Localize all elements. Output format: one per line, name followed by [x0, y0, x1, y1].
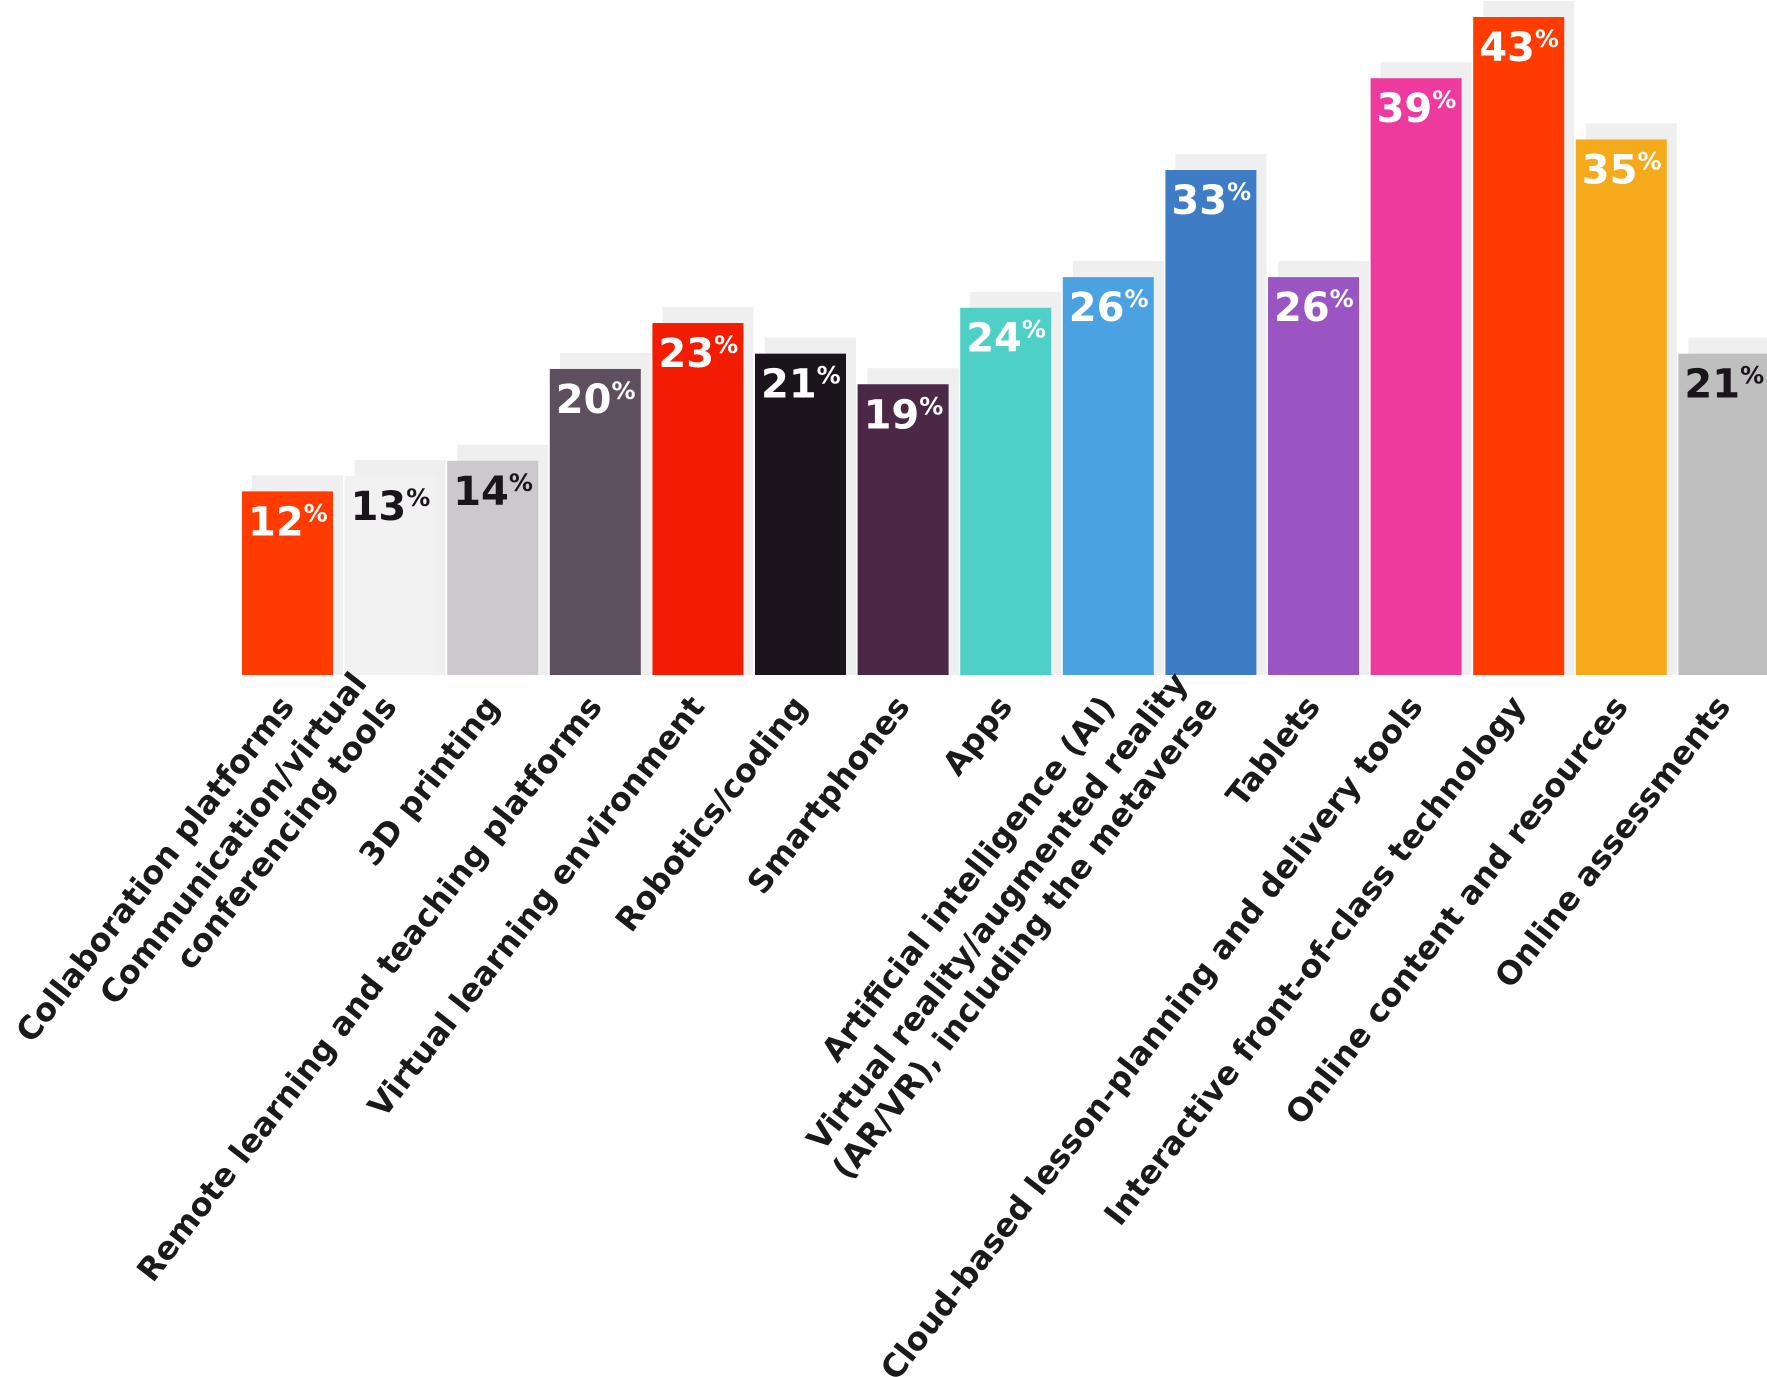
data-label: 26%: [1274, 285, 1354, 331]
tick-label: Robotics/coding: [608, 689, 815, 939]
tick-label-line: Robotics/coding: [608, 689, 815, 939]
bars: [242, 17, 1767, 676]
bar: [857, 384, 949, 675]
bar: [755, 353, 846, 675]
data-label: 19%: [864, 392, 944, 438]
data-label: 14%: [453, 469, 533, 515]
bar: [549, 368, 641, 675]
tick-label: Tablets: [1218, 689, 1327, 814]
bar: [1370, 78, 1462, 676]
tick-label-line: Apps: [935, 689, 1020, 783]
value-labels: 12% 13% 14% 20% 23% 21% 19% 24% 26% 33% 26% 39% 43% 3…: [248, 25, 1764, 545]
bar: [1165, 170, 1257, 675]
tick-label-line: (AR/VR), including the metaverse: [825, 689, 1226, 1187]
category-labels: Collaboration platformsCommunication/vir…: [8, 665, 1738, 1377]
bar: [652, 323, 744, 675]
data-label: 43%: [1479, 25, 1559, 71]
data-label: 35%: [1582, 147, 1662, 193]
data-label: 13%: [351, 484, 431, 530]
bar: [960, 307, 1052, 675]
bar: [1575, 139, 1667, 676]
data-label: 12%: [248, 499, 328, 545]
bar: [1062, 277, 1154, 675]
data-label: 26%: [1069, 285, 1149, 331]
bar: [1678, 353, 1767, 675]
data-label: 33%: [1171, 178, 1251, 224]
bar: [344, 476, 436, 675]
tick-label-line: Communication/virtual: [92, 665, 375, 1012]
data-label: 20%: [556, 377, 636, 423]
tick-label-line: Tablets: [1218, 689, 1327, 814]
bar: [242, 491, 333, 675]
data-label: 21%: [761, 362, 841, 408]
tick-label: Apps: [935, 689, 1020, 783]
data-label: 21%: [1684, 362, 1764, 408]
bar: [1268, 277, 1359, 675]
data-label: 23%: [658, 331, 738, 377]
bar: [447, 460, 539, 675]
bar: [1473, 17, 1565, 675]
data-label: 39%: [1377, 86, 1457, 132]
data-label: 24%: [966, 316, 1046, 362]
